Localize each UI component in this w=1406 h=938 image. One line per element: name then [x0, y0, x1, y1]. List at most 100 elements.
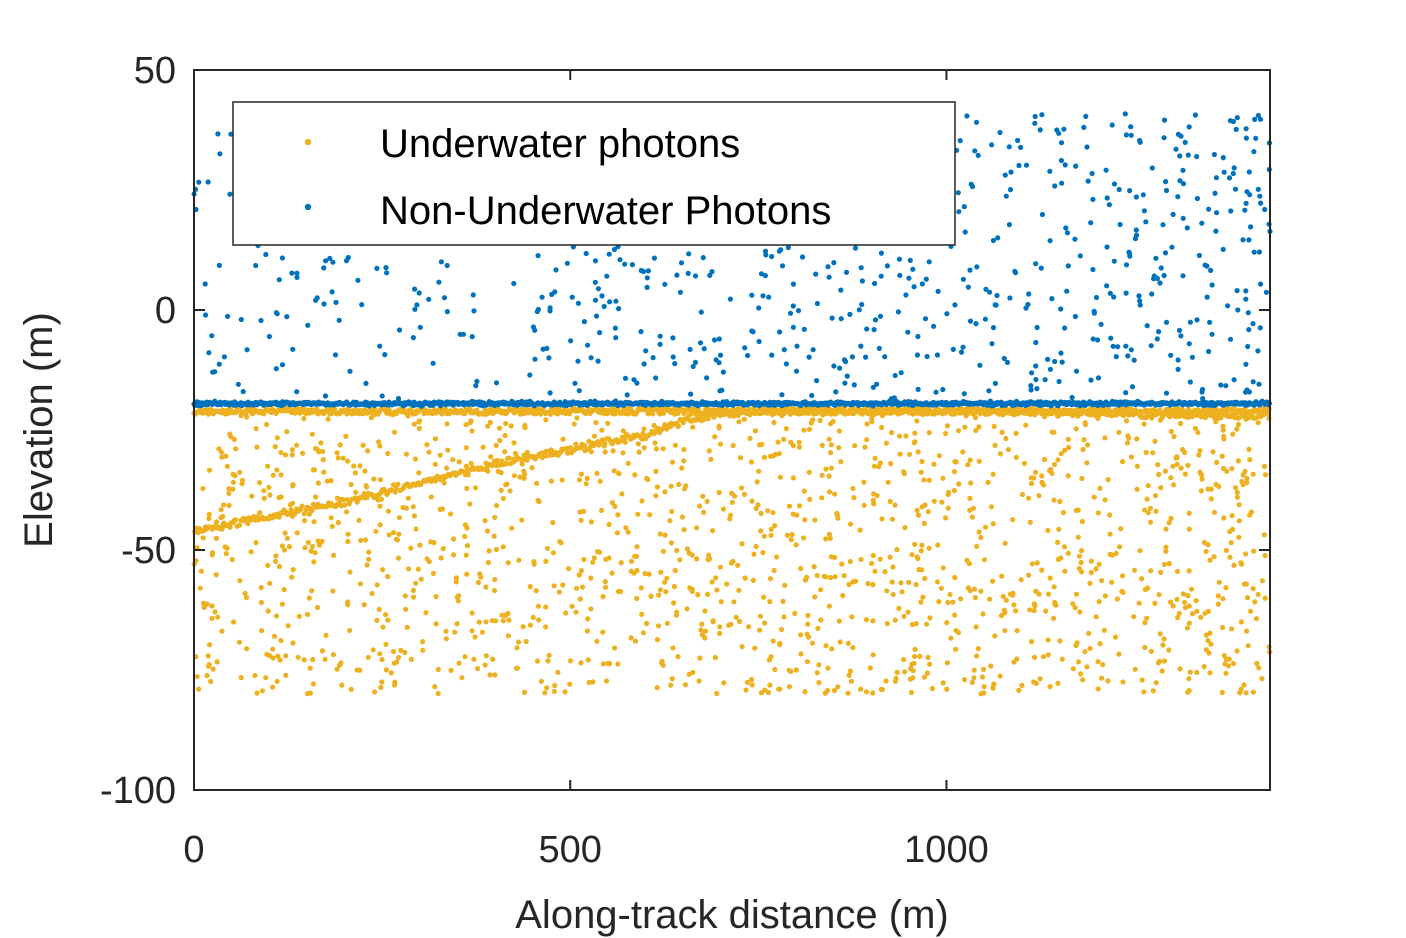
underwater-photon: [591, 433, 598, 439]
non-underwater-photon: [989, 142, 995, 148]
underwater-photon: [616, 470, 622, 476]
non-underwater-photon: [992, 302, 998, 308]
underwater-photon: [1049, 470, 1055, 476]
underwater-photon: [901, 657, 907, 663]
non-underwater-photon: [1028, 383, 1034, 389]
non-underwater-photon: [438, 259, 444, 265]
non-underwater-photon: [284, 314, 290, 320]
underwater-photon: [770, 638, 776, 644]
underwater-photon: [492, 672, 498, 678]
non-underwater-photon: [801, 326, 807, 332]
underwater-photon: [1263, 472, 1269, 478]
underwater-photon: [623, 525, 629, 531]
non-underwater-photon: [345, 254, 351, 261]
underwater-photon: [213, 519, 220, 525]
non-underwater-photon: [1073, 163, 1079, 169]
underwater-photon: [396, 654, 402, 661]
non-underwater-photon: [1199, 386, 1206, 393]
non-underwater-photon: [1058, 140, 1065, 146]
underwater-photon: [1028, 480, 1035, 487]
underwater-photon: [1157, 658, 1163, 664]
underwater-photon: [290, 567, 296, 573]
underwater-photon: [716, 425, 722, 431]
underwater-photon: [588, 575, 594, 581]
non-underwater-photon: [779, 392, 785, 398]
underwater-photon: [943, 430, 949, 437]
underwater-photon: [1219, 453, 1225, 459]
underwater-photon: [837, 639, 843, 645]
underwater-photon: [201, 604, 207, 611]
underwater-photon: [1126, 435, 1132, 441]
underwater-photon: [487, 419, 493, 425]
underwater-photon: [1144, 615, 1150, 621]
underwater-photon: [1221, 515, 1227, 521]
underwater-photon: [600, 661, 606, 667]
underwater-photon: [825, 665, 831, 671]
underwater-photon: [462, 522, 468, 528]
underwater-photon: [796, 439, 802, 445]
non-underwater-photon: [1169, 244, 1175, 250]
underwater-photon: [448, 511, 454, 517]
non-underwater-photon: [1072, 236, 1078, 242]
underwater-photon: [788, 537, 794, 543]
underwater-photon: [894, 547, 900, 553]
non-underwater-photon: [826, 274, 832, 280]
underwater-photon: [612, 503, 618, 509]
underwater-photon: [206, 467, 213, 473]
underwater-photon: [1261, 463, 1267, 469]
underwater-photon: [435, 690, 441, 697]
underwater-photon: [415, 566, 421, 572]
non-underwater-photon: [1206, 348, 1212, 355]
non-underwater-photon: [1250, 321, 1256, 327]
underwater-photon: [912, 646, 918, 653]
underwater-photon: [1248, 608, 1254, 614]
underwater-photon: [560, 582, 566, 588]
non-underwater-photon: [205, 179, 211, 185]
underwater-photon: [311, 519, 317, 525]
underwater-photon: [329, 523, 335, 530]
underwater-photon: [967, 507, 973, 513]
underwater-photon: [1229, 526, 1236, 533]
underwater-photon: [1195, 429, 1201, 436]
underwater-photon: [1002, 628, 1008, 634]
underwater-photon: [1161, 658, 1168, 664]
non-underwater-photon: [471, 308, 477, 314]
underwater-photon: [717, 624, 723, 630]
underwater-photon: [760, 549, 766, 556]
underwater-photon: [482, 518, 488, 524]
underwater-photon: [638, 585, 644, 591]
underwater-photon: [492, 576, 498, 583]
underwater-photon: [1045, 591, 1052, 597]
underwater-photon: [308, 548, 314, 554]
underwater-photon: [469, 610, 475, 616]
underwater-photon: [1000, 411, 1006, 417]
underwater-photon: [798, 651, 804, 657]
underwater-photon: [777, 686, 783, 692]
underwater-photon: [990, 578, 996, 584]
underwater-photon: [935, 542, 941, 548]
non-underwater-photon: [750, 329, 756, 335]
non-underwater-photon: [922, 316, 929, 322]
non-underwater-photon: [634, 380, 640, 386]
underwater-photon: [1182, 449, 1188, 456]
non-underwater-photon: [569, 294, 575, 300]
underwater-photon: [254, 690, 260, 696]
underwater-photon: [738, 485, 745, 491]
non-underwater-photon: [1018, 144, 1024, 150]
underwater-photon: [944, 423, 951, 429]
underwater-photon: [668, 540, 675, 546]
non-underwater-photon: [1243, 361, 1249, 367]
underwater-photon: [861, 502, 867, 508]
underwater-photon: [924, 670, 931, 676]
non-underwater-photon: [332, 352, 339, 358]
underwater-photon: [1236, 518, 1242, 524]
non-underwater-photon: [749, 292, 755, 298]
underwater-photon: [1251, 548, 1257, 554]
underwater-photon: [612, 645, 618, 651]
underwater-photon: [314, 406, 320, 412]
non-underwater-photon: [1177, 153, 1183, 159]
underwater-photon: [671, 583, 678, 590]
underwater-photon: [302, 545, 308, 551]
underwater-photon: [669, 508, 675, 515]
underwater-photon: [786, 684, 793, 690]
